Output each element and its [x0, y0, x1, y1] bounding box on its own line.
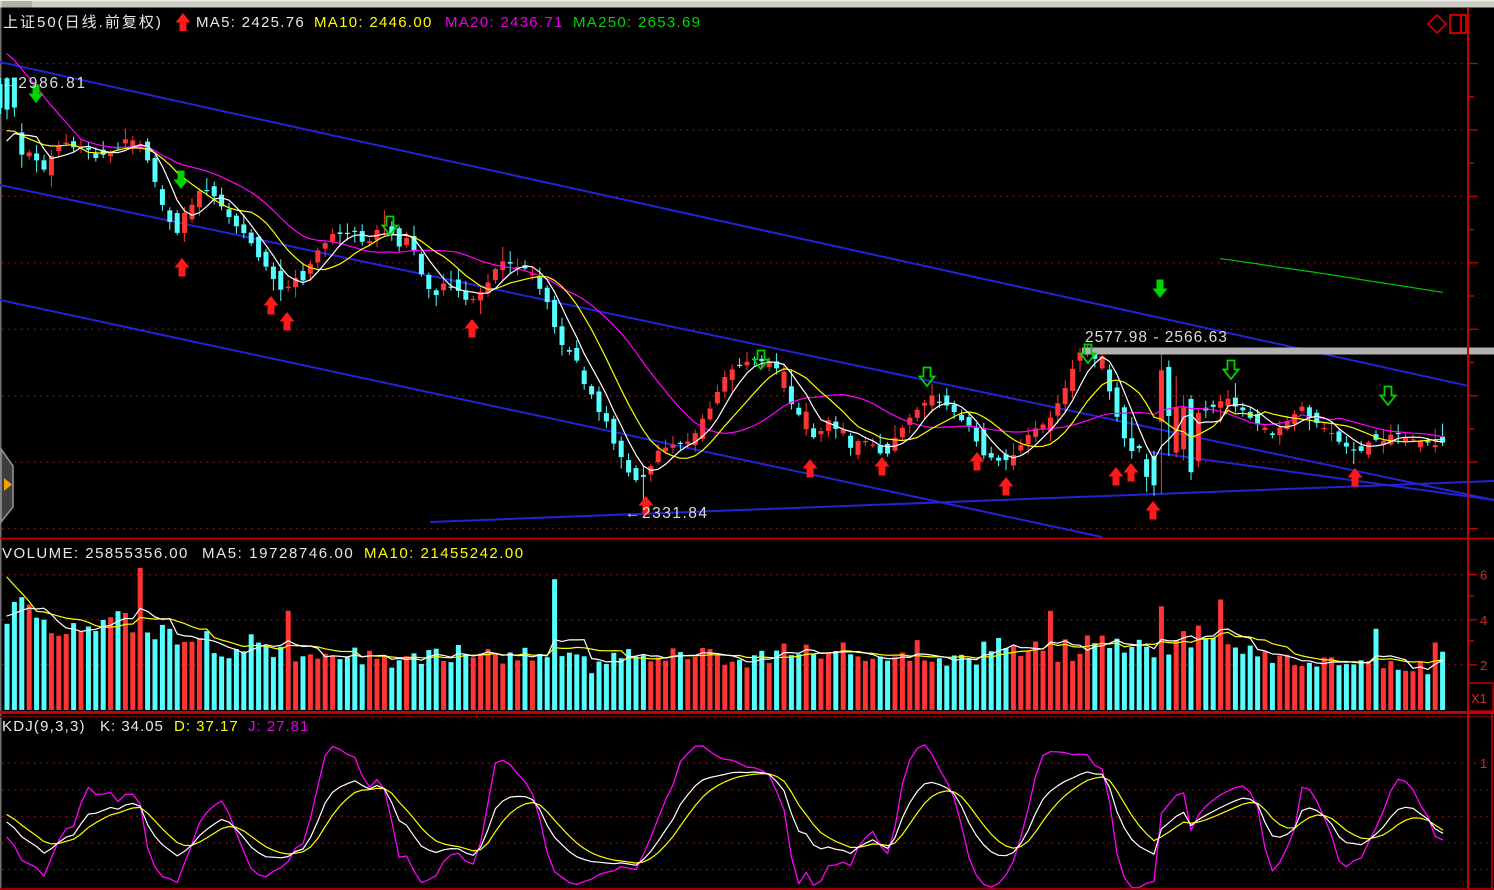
svg-text:X1: X1 — [1471, 691, 1487, 706]
svg-text:←2986.81: ←2986.81 — [1, 75, 87, 92]
svg-text:KDJ(9,3,3): KDJ(9,3,3) — [2, 718, 86, 735]
svg-text:MA10: 21455242.00: MA10: 21455242.00 — [364, 545, 525, 562]
svg-text:K: 34.05: K: 34.05 — [100, 718, 164, 735]
svg-text:2577.98 - 2566.63: 2577.98 - 2566.63 — [1085, 329, 1228, 346]
svg-text:1: 1 — [1480, 756, 1487, 771]
svg-text:←2331.84: ←2331.84 — [625, 505, 709, 522]
svg-text:J: 27.81: J: 27.81 — [248, 718, 309, 735]
svg-text:MA5: 2425.76: MA5: 2425.76 — [196, 14, 305, 31]
svg-text:MA5: 19728746.00: MA5: 19728746.00 — [202, 545, 354, 562]
svg-text:2: 2 — [1480, 658, 1487, 673]
svg-text:MA20: 2436.71: MA20: 2436.71 — [445, 14, 564, 31]
svg-text:MA250: 2653.69: MA250: 2653.69 — [573, 14, 701, 31]
svg-text:MA10: 2446.00: MA10: 2446.00 — [314, 14, 433, 31]
svg-text:VOLUME: 25855356.00: VOLUME: 25855356.00 — [2, 545, 189, 562]
svg-text:4: 4 — [1480, 613, 1487, 628]
svg-text:D: 37.17: D: 37.17 — [174, 718, 239, 735]
svg-text:上证50(日线.前复权): 上证50(日线.前复权) — [3, 13, 163, 31]
svg-text:6: 6 — [1480, 568, 1487, 583]
